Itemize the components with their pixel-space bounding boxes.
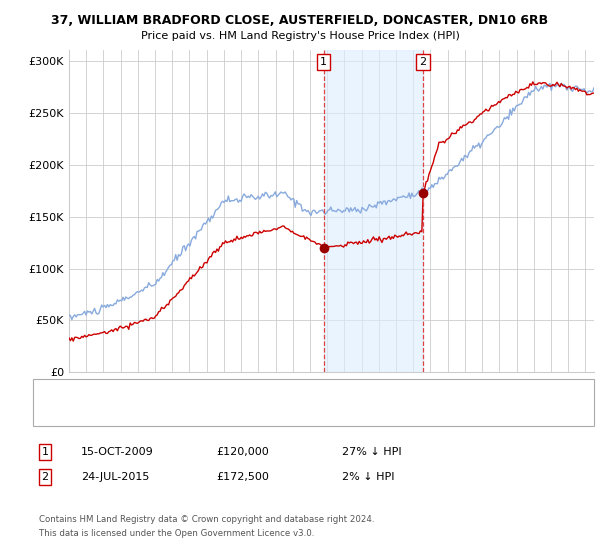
Text: This data is licensed under the Open Government Licence v3.0.: This data is licensed under the Open Gov… bbox=[39, 529, 314, 538]
Text: 37, WILLIAM BRADFORD CLOSE, AUSTERFIELD, DONCASTER, DN10 6RB: 37, WILLIAM BRADFORD CLOSE, AUSTERFIELD,… bbox=[52, 14, 548, 27]
Text: 2: 2 bbox=[419, 57, 427, 67]
Text: 24-JUL-2015: 24-JUL-2015 bbox=[81, 472, 149, 482]
Text: Contains HM Land Registry data © Crown copyright and database right 2024.: Contains HM Land Registry data © Crown c… bbox=[39, 515, 374, 524]
Text: 2: 2 bbox=[41, 472, 49, 482]
Bar bbox=[323, 50, 423, 372]
Text: 37, WILLIAM BRADFORD CLOSE, AUSTERFIELD, DONCASTER, DN10 6RB (detached house: 37, WILLIAM BRADFORD CLOSE, AUSTERFIELD,… bbox=[75, 390, 475, 399]
Text: Price paid vs. HM Land Registry's House Price Index (HPI): Price paid vs. HM Land Registry's House … bbox=[140, 31, 460, 41]
Text: £120,000: £120,000 bbox=[216, 447, 269, 457]
Text: 27% ↓ HPI: 27% ↓ HPI bbox=[342, 447, 401, 457]
Text: 1: 1 bbox=[320, 57, 327, 67]
Text: HPI: Average price, detached house, Doncaster: HPI: Average price, detached house, Donc… bbox=[75, 408, 289, 417]
Text: £172,500: £172,500 bbox=[216, 472, 269, 482]
Text: 1: 1 bbox=[41, 447, 49, 457]
Text: 15-OCT-2009: 15-OCT-2009 bbox=[81, 447, 154, 457]
Text: 2% ↓ HPI: 2% ↓ HPI bbox=[342, 472, 395, 482]
